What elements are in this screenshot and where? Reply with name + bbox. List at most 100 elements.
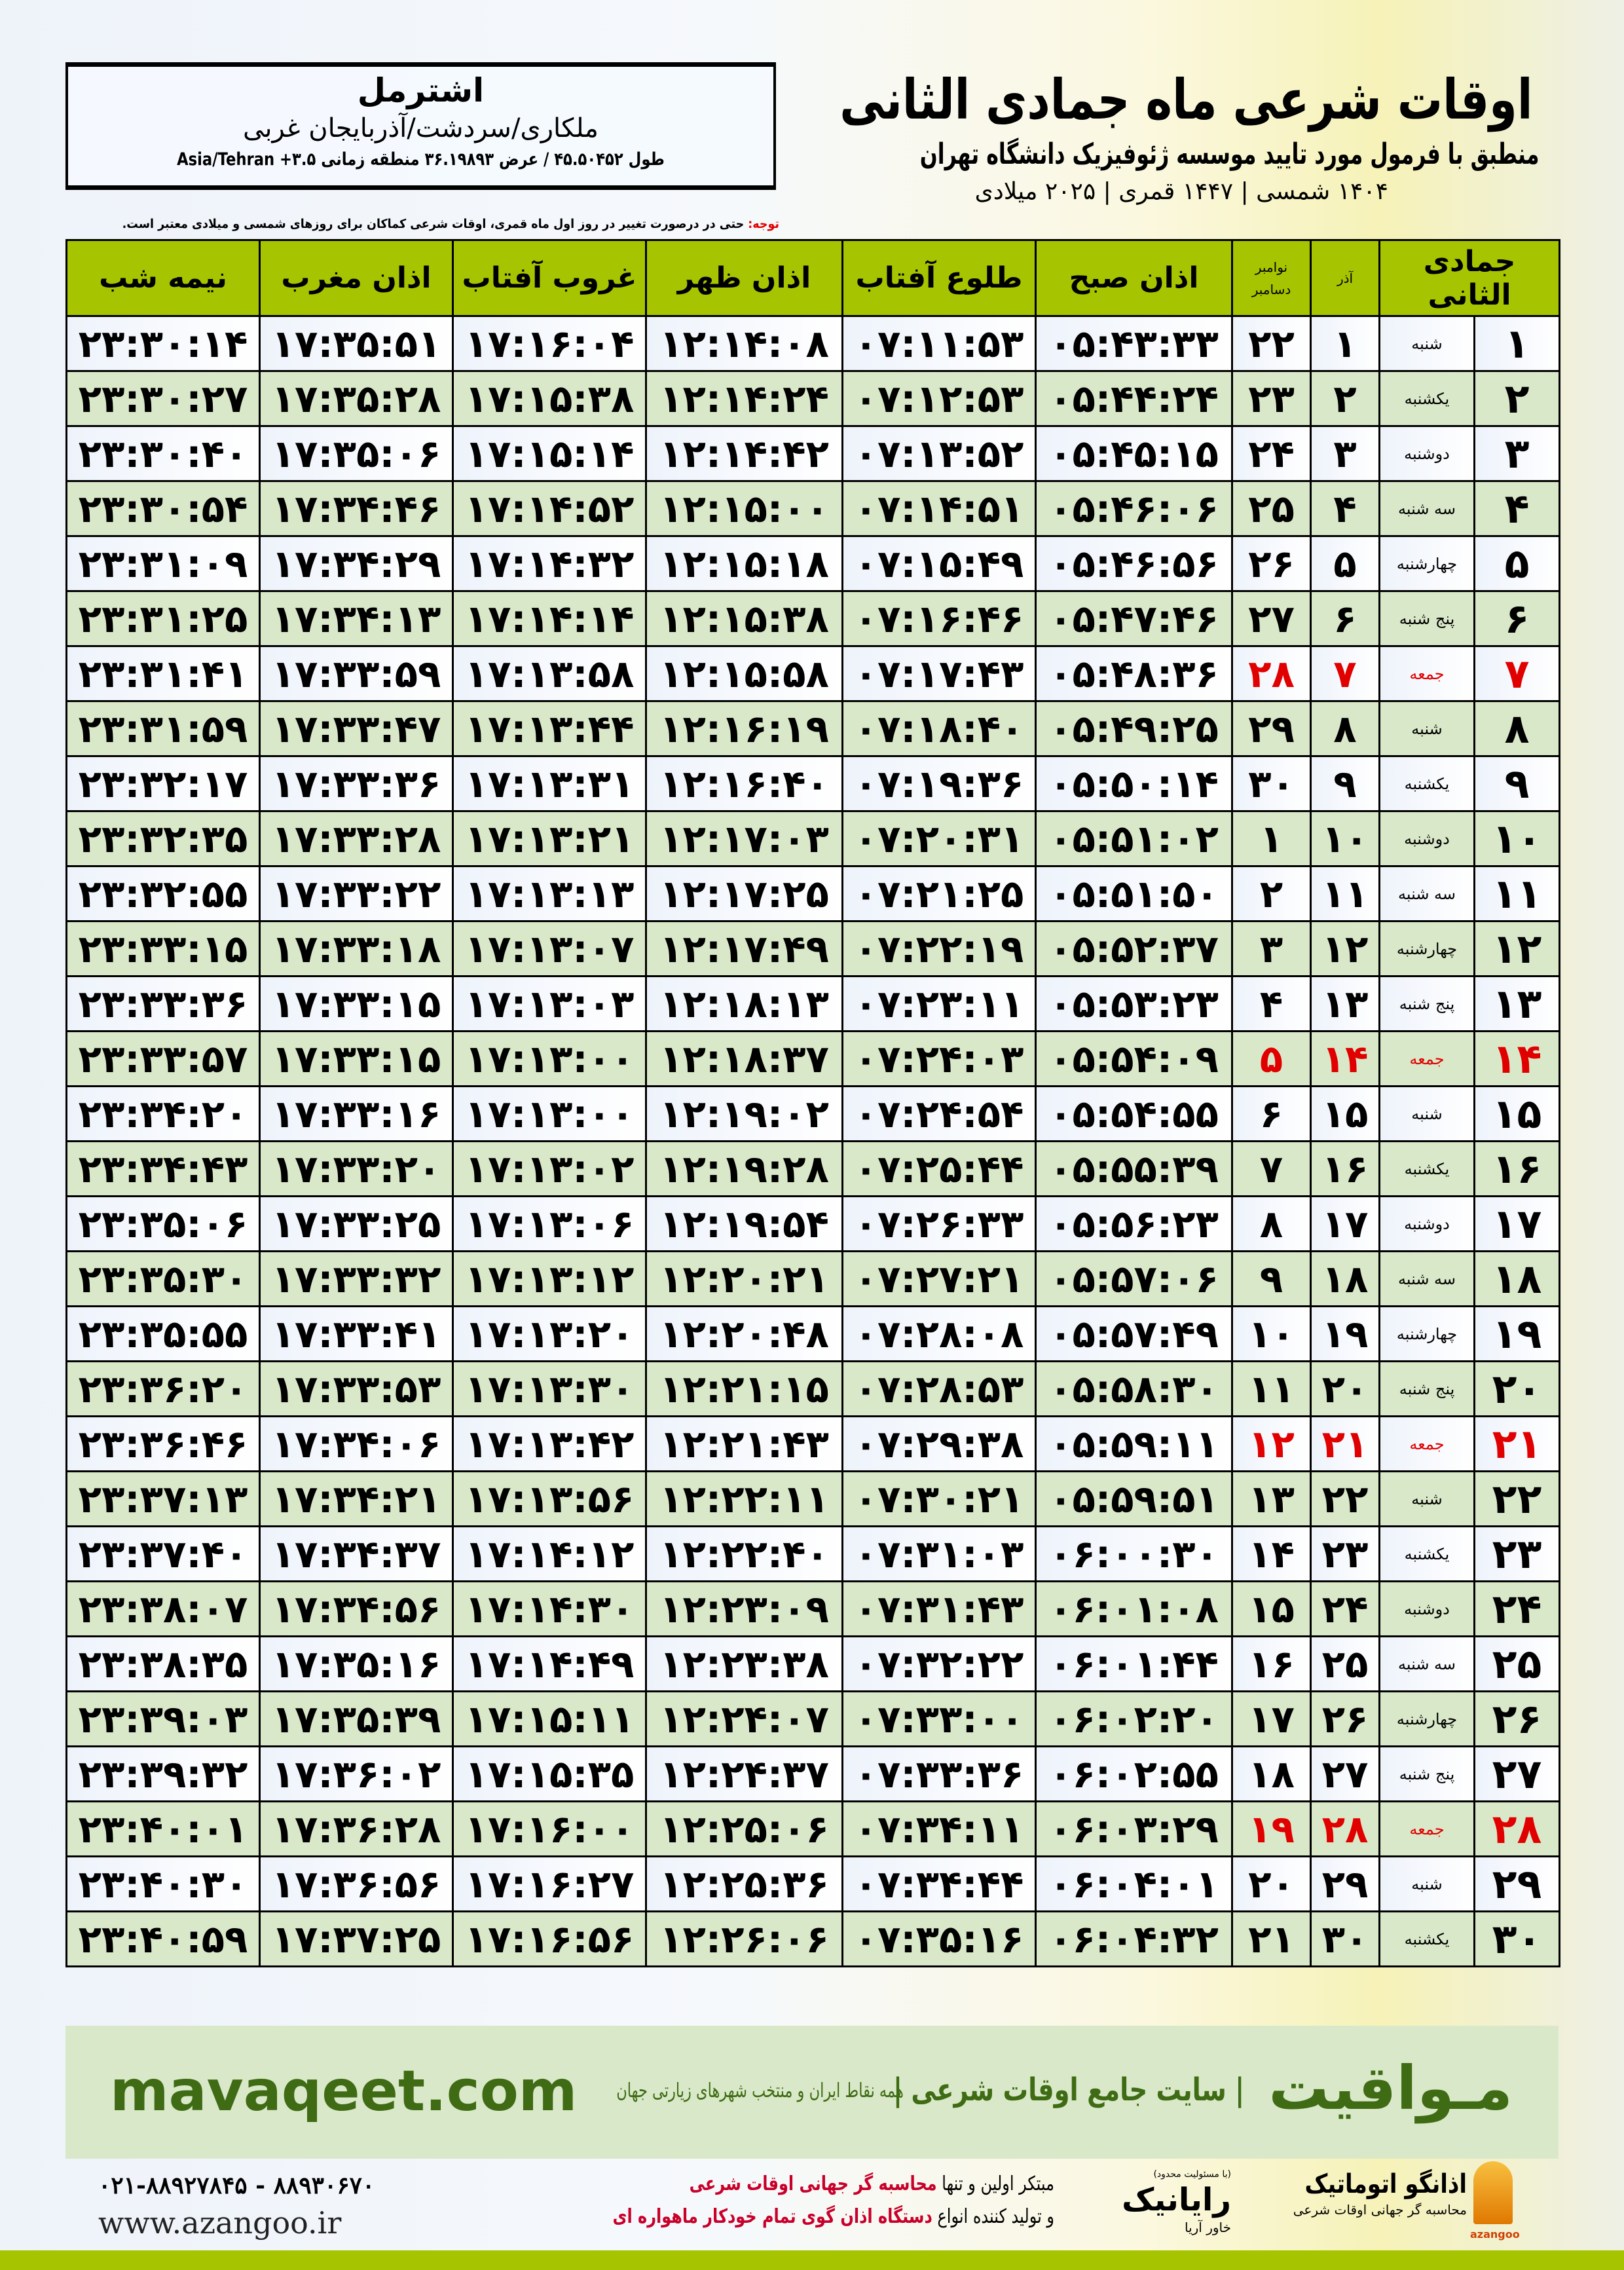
table-row: ۱۲ چهارشنبه ۱۲ ۳ ۰۵:۵۲:۳۷ ۰۷:۲۲:۱۹ ۱۲:۱۷:۴۹ ۱۷:… <box>65 920 1561 977</box>
fajr-time: ۰۵:۵۵:۳۹ <box>1035 1140 1233 1197</box>
azar-day: ۵ <box>1310 535 1380 592</box>
sunset-time: ۱۷:۱۶:۲۷ <box>452 1855 647 1912</box>
dhuhr-time: ۱۲:۱۹:۰۲ <box>645 1085 843 1142</box>
sunset-time: ۱۷:۱۳:۱۳ <box>452 865 647 922</box>
maghrib-time: ۱۷:۳۵:۱۶ <box>259 1635 454 1692</box>
sunrise-time: ۰۷:۳۲:۲۲ <box>841 1635 1037 1692</box>
maghrib-time: ۱۷:۳۳:۱۵ <box>259 1030 454 1087</box>
fajr-time: ۰۵:۴۵:۱۵ <box>1035 425 1233 482</box>
table-row: ۱۱ سه شنبه ۱۱ ۲ ۰۵:۵۱:۵۰ ۰۷:۲۱:۲۵ ۱۲:۱۷:۲۵ ۱۷:۱… <box>65 865 1561 922</box>
azar-day: ۶ <box>1310 590 1380 647</box>
dhuhr-time: ۱۲:۱۵:۳۸ <box>645 590 843 647</box>
sunset-time: ۱۷:۱۳:۴۴ <box>452 700 647 757</box>
sunset-time: ۱۷:۱۳:۰۰ <box>452 1085 647 1142</box>
fajr-time: ۰۵:۵۱:۵۰ <box>1035 865 1233 922</box>
table-row: ۲۳ یکشنبه ۲۳ ۱۴ ۰۶:۰۰:۳۰ ۰۷:۳۱:۰۳ ۱۲:۲۲:۴۰ ۱۷:۱… <box>65 1525 1561 1582</box>
location-box: اشترمل ملکاری/سردشت/آذربایجان غربی طول ۴… <box>65 62 776 190</box>
dhuhr-time: ۱۲:۲۱:۴۳ <box>645 1415 843 1472</box>
table-row: ۱۹ چهارشنبه ۱۹ ۱۰ ۰۵:۵۷:۴۹ ۰۷:۲۸:۰۸ ۱۲:۲۰:۴۸ ۱۷… <box>65 1305 1561 1362</box>
weekday: شنبه <box>1378 315 1476 372</box>
gregorian-day: ۲۹ <box>1231 700 1312 757</box>
midnight-time: ۲۳:۳۵:۳۰ <box>65 1250 261 1307</box>
maghrib-time: ۱۷:۳۷:۲۵ <box>259 1910 454 1967</box>
weekday: چهارشنبه <box>1378 1305 1476 1362</box>
dhuhr-time: ۱۲:۱۶:۴۰ <box>645 755 843 812</box>
day-number: ۱۳ <box>1473 975 1561 1032</box>
rayanik-small: (با مسئولیت محدود) <box>1153 2169 1231 2180</box>
table-row: ۱۸ سه شنبه ۱۸ ۹ ۰۵:۵۷:۰۶ ۰۷:۲۷:۲۱ ۱۲:۲۰:۲۱ ۱۷:۱… <box>65 1250 1561 1307</box>
day-number: ۸ <box>1473 700 1561 757</box>
weekday: پنج شنبه <box>1378 1360 1476 1417</box>
gregorian-day: ۵ <box>1231 1030 1312 1087</box>
weekday: شنبه <box>1378 1470 1476 1527</box>
contact-info: ۰۲۱-۸۸۹۲۷۸۴۵ - ۸۸۹۳۰۶۷۰ www.azangoo.ir <box>98 2168 375 2242</box>
gregorian-day: ۳ <box>1231 920 1312 977</box>
azar-day: ۹ <box>1310 755 1380 812</box>
midnight-time: ۲۳:۳۶:۴۶ <box>65 1415 261 1472</box>
azangoo-website: www.azangoo.ir <box>98 2205 342 2241</box>
gregorian-day: ۱۲ <box>1231 1415 1312 1472</box>
dhuhr-time: ۱۲:۱۸:۳۷ <box>645 1030 843 1087</box>
azar-day: ۱۵ <box>1310 1085 1380 1142</box>
sunset-time: ۱۷:۱۵:۱۴ <box>452 425 647 482</box>
day-number: ۴ <box>1473 480 1561 537</box>
fajr-time: ۰۵:۴۴:۲۴ <box>1035 370 1233 427</box>
gregorian-day: ۱ <box>1231 810 1312 867</box>
midnight-time: ۲۳:۳۵:۰۶ <box>65 1195 261 1252</box>
weekday: سه شنبه <box>1378 1250 1476 1307</box>
weekday: جمعه <box>1378 1800 1476 1857</box>
day-number: ۱۲ <box>1473 920 1561 977</box>
gregorian-day: ۳۰ <box>1231 755 1312 812</box>
fajr-time: ۰۵:۴۷:۴۶ <box>1035 590 1233 647</box>
day-number: ۱۹ <box>1473 1305 1561 1362</box>
maghrib-time: ۱۷:۳۳:۲۰ <box>259 1140 454 1197</box>
table-row: ۲۸ جمعه ۲۸ ۱۹ ۰۶:۰۳:۲۹ ۰۷:۳۴:۱۱ ۱۲:۲۵:۰۶ ۱۷:۱۶:… <box>65 1800 1561 1857</box>
maghrib-time: ۱۷:۳۵:۵۱ <box>259 315 454 372</box>
dhuhr-time: ۱۲:۲۴:۳۷ <box>645 1745 843 1802</box>
table-row: ۲۲ شنبه ۲۲ ۱۳ ۰۵:۵۹:۵۱ ۰۷:۳۰:۲۱ ۱۲:۲۲:۱۱ ۱۷:۱۳:… <box>65 1470 1561 1527</box>
sunset-time: ۱۷:۱۶:۵۶ <box>452 1910 647 1967</box>
table-row: ۴ سه شنبه ۴ ۲۵ ۰۵:۴۶:۰۶ ۰۷:۱۴:۵۱ ۱۲:۱۵:۰۰ ۱۷:۱۴… <box>65 480 1561 537</box>
header-azar: آذر <box>1310 239 1380 317</box>
maghrib-time: ۱۷:۳۴:۰۶ <box>259 1415 454 1472</box>
promo-l2a: و تولید کننده انواع <box>932 2205 1054 2228</box>
sunrise-time: ۰۷:۳۵:۱۶ <box>841 1910 1037 1967</box>
dhuhr-time: ۱۲:۲۴:۰۷ <box>645 1690 843 1747</box>
day-number: ۵ <box>1473 535 1561 592</box>
fajr-time: ۰۵:۴۳:۳۳ <box>1035 315 1233 372</box>
maghrib-time: ۱۷:۳۳:۵۹ <box>259 645 454 702</box>
fajr-time: ۰۵:۵۶:۲۳ <box>1035 1195 1233 1252</box>
dhuhr-time: ۱۲:۱۷:۴۹ <box>645 920 843 977</box>
dhuhr-time: ۱۲:۱۹:۲۸ <box>645 1140 843 1197</box>
dhuhr-time: ۱۲:۱۴:۴۲ <box>645 425 843 482</box>
midnight-time: ۲۳:۳۱:۰۹ <box>65 535 261 592</box>
dhuhr-time: ۱۲:۲۰:۲۱ <box>645 1250 843 1307</box>
coordinates: طول ۴۵.۵۰۴۵۲ / عرض ۳۶.۱۹۸۹۳ منطقه زمانی … <box>177 149 665 170</box>
maghrib-time: ۱۷:۳۶:۰۲ <box>259 1745 454 1802</box>
dhuhr-time: ۱۲:۲۱:۱۵ <box>645 1360 843 1417</box>
fajr-time: ۰۶:۰۱:۰۸ <box>1035 1580 1233 1637</box>
banner-subtagline: همه نقاط ایران و منتخب شهرهای زیارتی جها… <box>616 2079 904 2102</box>
table-row: ۲۱ جمعه ۲۱ ۱۲ ۰۵:۵۹:۱۱ ۰۷:۲۹:۳۸ ۱۲:۲۱:۴۳ ۱۷:۱۳:… <box>65 1415 1561 1472</box>
header-sunset: غروب آفتاب <box>452 239 647 317</box>
azar-day: ۱۴ <box>1310 1030 1380 1087</box>
azar-day: ۱۳ <box>1310 975 1380 1032</box>
promo-text: مبتکر اولین و تنها محاسبه گر جهانی اوقات… <box>498 2168 1054 2233</box>
gregorian-day: ۱۶ <box>1231 1635 1312 1692</box>
sunrise-time: ۰۷:۳۳:۰۰ <box>841 1690 1037 1747</box>
header-month: جمادی الثانی <box>1378 239 1561 317</box>
dhuhr-time: ۱۲:۲۵:۰۶ <box>645 1800 843 1857</box>
header-dhuhr: اذان ظهر <box>645 239 843 317</box>
azar-day: ۱۹ <box>1310 1305 1380 1362</box>
table-row: ۲ یکشنبه ۲ ۲۳ ۰۵:۴۴:۲۴ ۰۷:۱۲:۵۳ ۱۲:۱۴:۲۴ ۱۷:۱۵:… <box>65 370 1561 427</box>
sunrise-time: ۰۷:۲۷:۲۱ <box>841 1250 1037 1307</box>
day-number: ۶ <box>1473 590 1561 647</box>
day-number: ۲۳ <box>1473 1525 1561 1582</box>
azar-day: ۲۶ <box>1310 1690 1380 1747</box>
sunrise-time: ۰۷:۱۴:۵۱ <box>841 480 1037 537</box>
maghrib-time: ۱۷:۳۳:۴۷ <box>259 700 454 757</box>
fajr-time: ۰۶:۰۳:۲۹ <box>1035 1800 1233 1857</box>
azar-day: ۳ <box>1310 425 1380 482</box>
fajr-time: ۰۵:۴۹:۲۵ <box>1035 700 1233 757</box>
midnight-time: ۲۳:۳۵:۵۵ <box>65 1305 261 1362</box>
